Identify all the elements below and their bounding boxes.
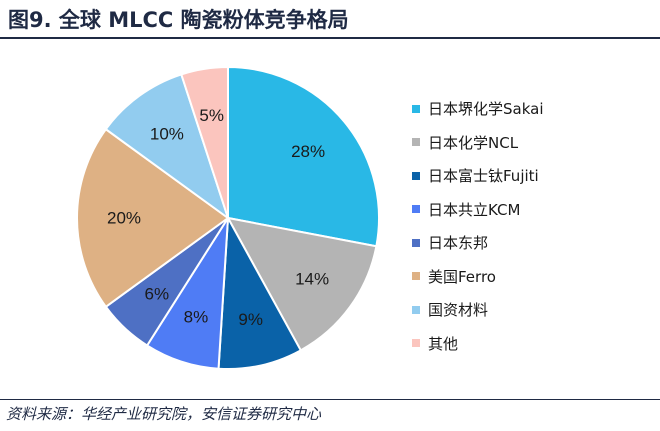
slice-value-label: 9% xyxy=(238,310,263,329)
legend-item: 其他 xyxy=(412,327,544,361)
legend-item: 日本富士钛Fujiti xyxy=(412,159,544,193)
legend-label: 日本共立KCM xyxy=(428,200,521,219)
pie-slice xyxy=(104,73,230,221)
pie-slice xyxy=(226,216,378,352)
legend-swatch xyxy=(412,238,420,247)
legend-item: 日本东邦 xyxy=(412,226,544,260)
pie-slice xyxy=(227,65,380,248)
pie-slice xyxy=(76,127,230,309)
legend-swatch xyxy=(412,272,420,281)
pie-slice xyxy=(180,65,229,219)
legend-label: 日本化学NCL xyxy=(428,133,519,152)
slice-value-label: 6% xyxy=(145,284,170,303)
legend-item: 日本堺化学Sakai xyxy=(412,92,544,126)
legend-swatch xyxy=(412,138,420,147)
legend-label: 美国Ferro xyxy=(428,267,496,286)
slice-value-label: 10% xyxy=(150,124,184,143)
slice-value-label: 5% xyxy=(199,106,224,125)
legend-item: 日本化学NCL xyxy=(412,126,544,160)
legend-item: 日本共立KCM xyxy=(412,193,544,227)
pie-slice xyxy=(217,214,303,370)
legend-swatch xyxy=(412,339,420,348)
slice-value-label: 14% xyxy=(295,270,329,289)
legend-label: 日本堺化学Sakai xyxy=(428,100,544,119)
chart-title: 图9. 全球 MLCC 陶瓷粉体竞争格局 xyxy=(8,8,349,32)
legend-swatch xyxy=(412,104,420,113)
legend-swatch xyxy=(412,171,420,180)
legend-label: 其他 xyxy=(428,334,459,353)
legend-label: 日本东邦 xyxy=(428,234,489,253)
chart-legend: 日本堺化学Sakai 日本化学NCL 日本富士钛Fujiti 日本共立KCM 日本东邦美… xyxy=(412,92,544,360)
legend-item: 国资材料 xyxy=(412,293,544,327)
slice-value-label: 20% xyxy=(107,209,141,228)
title-divider xyxy=(0,37,660,39)
source-note: 资料来源：华经产业研究院，安信证券研究中心 xyxy=(6,405,322,423)
legend-swatch xyxy=(412,305,420,314)
legend-swatch xyxy=(412,205,420,214)
legend-item: 美国Ferro xyxy=(412,260,544,294)
slice-value-label: 28% xyxy=(291,142,325,161)
slice-value-label: 8% xyxy=(184,307,209,326)
legend-label: 国资材料 xyxy=(428,301,489,320)
legend-label: 日本富士钛Fujiti xyxy=(428,167,539,186)
source-divider xyxy=(0,399,660,400)
